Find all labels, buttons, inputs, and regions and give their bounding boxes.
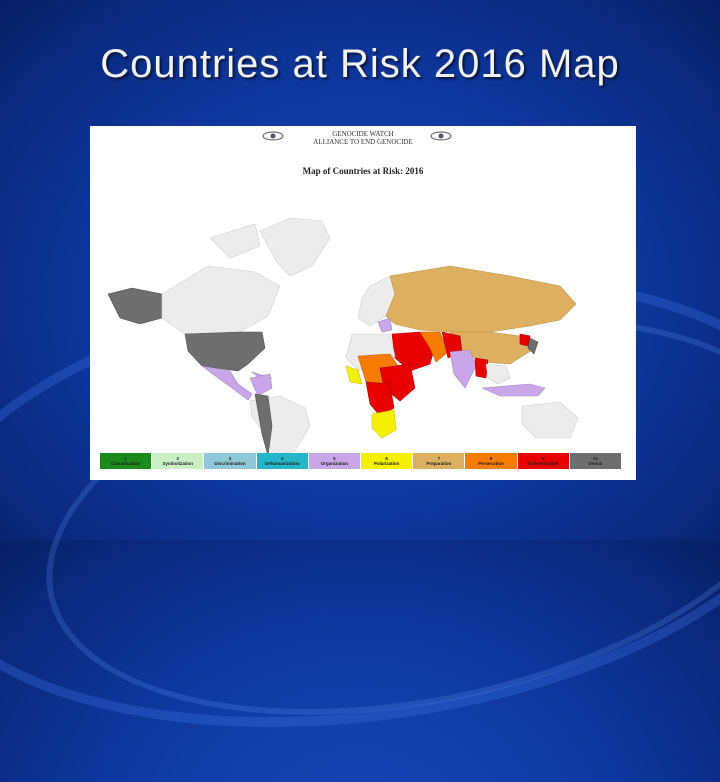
legend-label: Dehumanization xyxy=(264,461,300,466)
myanmar xyxy=(474,357,489,379)
arctic-islands xyxy=(209,223,261,259)
mexico xyxy=(201,365,253,401)
north-korea xyxy=(519,333,531,347)
eye-logo-icon xyxy=(430,131,452,141)
legend-label: Symbolization xyxy=(162,461,194,466)
iran xyxy=(419,331,449,363)
indonesia xyxy=(481,383,546,397)
map-title: Map of Countries at Risk: 2016 xyxy=(302,166,424,176)
legend-label: Organization xyxy=(320,461,349,466)
legend-item: 8 Persecution xyxy=(465,453,518,469)
legend-item: 2 Symbolization xyxy=(152,453,205,469)
legend-number: 10 xyxy=(592,456,598,461)
legend-item: 9 Extermination xyxy=(517,453,570,469)
legend-label: Denial xyxy=(588,461,603,466)
org-name: GENOCIDE WATCH xyxy=(332,130,394,138)
australia xyxy=(521,401,579,439)
colombia-venezuela xyxy=(249,373,273,397)
legend-number: 5 xyxy=(333,456,336,461)
legend-item: 7 Preparation xyxy=(413,453,466,469)
legend-item: 5 Organization xyxy=(308,453,362,469)
legend-number: 2 xyxy=(176,456,180,461)
org-header: GENOCIDE WATCH ALLIANCE TO END GENOCIDE xyxy=(90,130,636,146)
legend-item: 6 Polarization xyxy=(361,453,414,469)
balkans xyxy=(377,317,393,333)
legend-label: Classification xyxy=(110,461,141,466)
legend-label: Polarization xyxy=(373,461,400,466)
legend-item: 10 Denial xyxy=(569,453,623,469)
risk-map-image: GENOCIDE WATCH ALLIANCE TO END GENOCIDE … xyxy=(90,126,636,480)
canada xyxy=(161,265,281,335)
legend-item: 4 Dehumanization xyxy=(256,453,309,469)
legend-number: 9 xyxy=(541,456,545,461)
russia xyxy=(385,265,577,333)
legend-number: 1 xyxy=(124,456,127,461)
world-map xyxy=(107,217,579,457)
legend-item: 1 Classification xyxy=(100,453,153,469)
west-africa xyxy=(345,365,363,385)
alaska xyxy=(107,287,163,325)
map-legend: 1 Classification 2 Symbolization 3 Discrimina… xyxy=(100,453,623,469)
india xyxy=(449,349,477,389)
legend-number: 6 xyxy=(385,456,388,461)
legend-item: 3 Discrimination xyxy=(204,453,257,469)
south-america-south xyxy=(254,393,273,457)
legend-number: 4 xyxy=(280,456,284,461)
legend-label: Extermination xyxy=(528,461,559,466)
legend-label: Preparation xyxy=(426,461,452,466)
southeast-asia xyxy=(485,363,511,385)
greenland xyxy=(259,217,331,277)
legend-label: Persecution xyxy=(478,461,504,466)
legend-number: 8 xyxy=(489,456,493,461)
legend-number: 3 xyxy=(228,456,232,461)
slide-title: Countries at Risk 2016 Map xyxy=(100,42,620,86)
eye-logo-icon xyxy=(262,131,284,141)
legend-label: Discrimination xyxy=(214,461,246,466)
legend-number: 7 xyxy=(437,456,441,461)
southern-africa xyxy=(371,409,397,439)
korea-japan xyxy=(527,337,539,355)
org-tagline: ALLIANCE TO END GENOCIDE xyxy=(313,138,413,146)
usa xyxy=(184,331,266,372)
